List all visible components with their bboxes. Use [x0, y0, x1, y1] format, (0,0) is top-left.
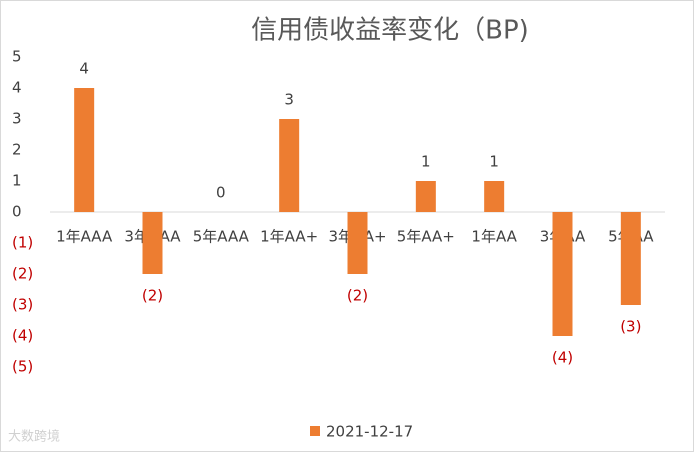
data-label: (2) [347, 287, 368, 305]
y-tick-label: 2 [12, 141, 22, 159]
x-tick-label: 1年AA [471, 228, 517, 246]
y-tick-label: 3 [12, 110, 22, 128]
bar [552, 212, 573, 336]
data-label: 4 [79, 60, 89, 78]
bar [620, 212, 641, 305]
bar [142, 212, 163, 274]
y-tick-label: (5) [12, 358, 33, 376]
x-tick-label: 5年AAA [193, 228, 250, 246]
y-tick-label: 0 [12, 203, 22, 221]
y-tick-label: 1 [12, 172, 22, 190]
y-tick-label: 4 [12, 79, 22, 97]
bar [279, 119, 300, 212]
y-tick-label: 5 [12, 48, 22, 66]
data-label: 1 [489, 153, 499, 171]
y-tick-label: (2) [12, 265, 33, 283]
legend-label: 2021-12-17 [326, 423, 413, 441]
legend-swatch [310, 426, 320, 436]
x-tick-label: 1年AA+ [260, 228, 318, 246]
bar [415, 181, 436, 212]
data-label: 0 [216, 184, 226, 202]
y-tick-label: (4) [12, 327, 33, 345]
data-label: (2) [142, 287, 163, 305]
x-tick-label: 1年AAA [56, 228, 113, 246]
data-label: 1 [421, 153, 431, 171]
bar [347, 212, 368, 274]
watermark: 大数跨境 [8, 430, 60, 445]
bar [484, 181, 505, 212]
bar [74, 88, 95, 212]
y-tick-label: (1) [12, 234, 33, 252]
chart-title: 信用债收益率变化（BP) [251, 16, 529, 46]
x-tick-label: 5年AA+ [397, 228, 455, 246]
y-tick-label: (3) [12, 296, 33, 314]
data-label: (4) [552, 349, 573, 367]
data-label: 3 [284, 91, 294, 109]
data-label: (3) [620, 318, 641, 336]
